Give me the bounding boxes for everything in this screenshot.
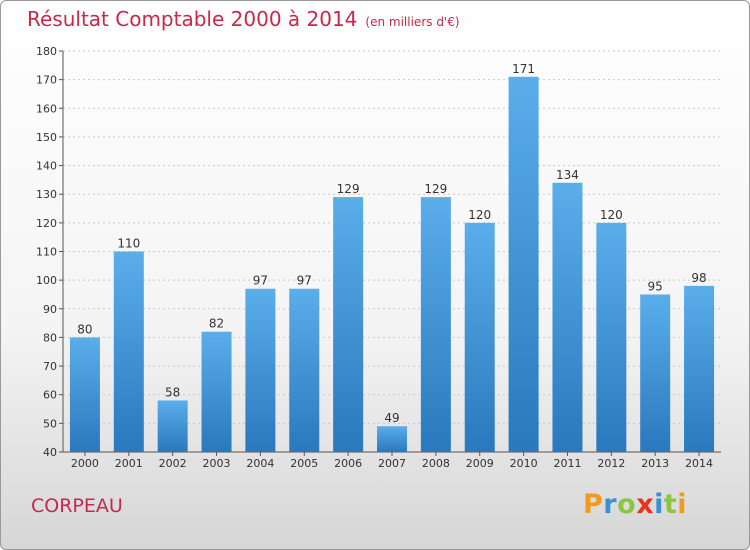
x-tick-label-2010: 2010 — [510, 457, 538, 470]
x-tick-label-2009: 2009 — [466, 457, 494, 470]
x-tick-label-2005: 2005 — [290, 457, 318, 470]
y-tick-label: 170 — [36, 74, 57, 87]
y-tick-label: 150 — [36, 131, 57, 144]
value-label-2010: 171 — [512, 62, 535, 76]
value-label-2000: 80 — [77, 322, 92, 336]
y-tick-label: 110 — [36, 246, 57, 259]
logo-letter: P — [583, 489, 604, 520]
value-label-2012: 120 — [600, 208, 623, 222]
bar-2014 — [684, 285, 715, 452]
y-tick-label: 40 — [43, 446, 57, 459]
x-tick-label-2006: 2006 — [334, 457, 362, 470]
value-label-2005: 97 — [297, 274, 312, 288]
x-tick-label-2008: 2008 — [422, 457, 450, 470]
bar-2013 — [640, 294, 671, 452]
bar-2004 — [245, 288, 276, 452]
value-label-2011: 134 — [556, 168, 579, 182]
y-tick-label: 140 — [36, 160, 57, 173]
value-label-2008: 129 — [424, 182, 447, 196]
logo-letter: o — [617, 489, 637, 520]
x-tick-label-2014: 2014 — [685, 457, 713, 470]
value-label-2004: 97 — [253, 274, 268, 288]
bar-2010 — [508, 76, 539, 453]
logo-letter: r — [603, 489, 618, 520]
y-tick-label: 160 — [36, 102, 57, 115]
bar-2000 — [69, 337, 100, 452]
y-tick-label: 90 — [43, 303, 57, 316]
x-tick-label-2012: 2012 — [597, 457, 625, 470]
value-label-2002: 58 — [165, 385, 180, 399]
bar-2001 — [113, 251, 144, 452]
value-label-2013: 95 — [648, 279, 663, 293]
y-tick-label: 100 — [36, 274, 57, 287]
y-tick-label: 70 — [43, 360, 57, 373]
logo-letter: t — [663, 489, 678, 520]
bar-2008 — [420, 197, 451, 452]
y-tick-label: 60 — [43, 389, 57, 402]
value-label-2009: 120 — [468, 208, 491, 222]
logo-letter: i — [677, 489, 688, 520]
x-tick-label-2003: 2003 — [203, 457, 231, 470]
bar-2011 — [552, 182, 583, 452]
x-tick-label-2001: 2001 — [115, 457, 143, 470]
bar-2009 — [464, 222, 495, 452]
chart-subtitle: (en milliers d'€) — [365, 15, 460, 29]
title-text: Résultat Comptable 2000 à 2014 — [27, 7, 358, 31]
y-tick-label: 180 — [36, 45, 57, 58]
bar-2005 — [289, 288, 320, 452]
value-label-2006: 129 — [337, 182, 360, 196]
y-tick-label: 80 — [43, 331, 57, 344]
x-tick-label-2002: 2002 — [159, 457, 187, 470]
x-tick-label-2013: 2013 — [641, 457, 669, 470]
y-tick-label: 130 — [36, 188, 57, 201]
chart-title: Résultat Comptable 2000 à 2014 (en millie… — [27, 7, 460, 31]
x-tick-label-2000: 2000 — [71, 457, 99, 470]
bar-2012 — [596, 222, 627, 452]
bar-2002 — [157, 400, 188, 452]
bar-2003 — [201, 331, 232, 452]
value-label-2003: 82 — [209, 317, 224, 331]
commune-name: CORPEAU — [31, 495, 123, 517]
y-tick-label: 50 — [43, 417, 57, 430]
x-tick-label-2004: 2004 — [246, 457, 274, 470]
logo-letter: i — [654, 489, 664, 520]
bar-2007 — [377, 426, 407, 452]
value-label-2014: 98 — [691, 271, 706, 285]
value-label-2001: 110 — [117, 237, 140, 251]
bar-2006 — [333, 197, 364, 452]
y-tick-label: 120 — [36, 217, 57, 230]
proxiti-logo: Proxiti — [583, 489, 687, 520]
logo-letter: x — [636, 489, 655, 520]
value-label-2007: 49 — [384, 411, 399, 425]
x-tick-label-2011: 2011 — [553, 457, 581, 470]
x-tick-label-2007: 2007 — [378, 457, 406, 470]
